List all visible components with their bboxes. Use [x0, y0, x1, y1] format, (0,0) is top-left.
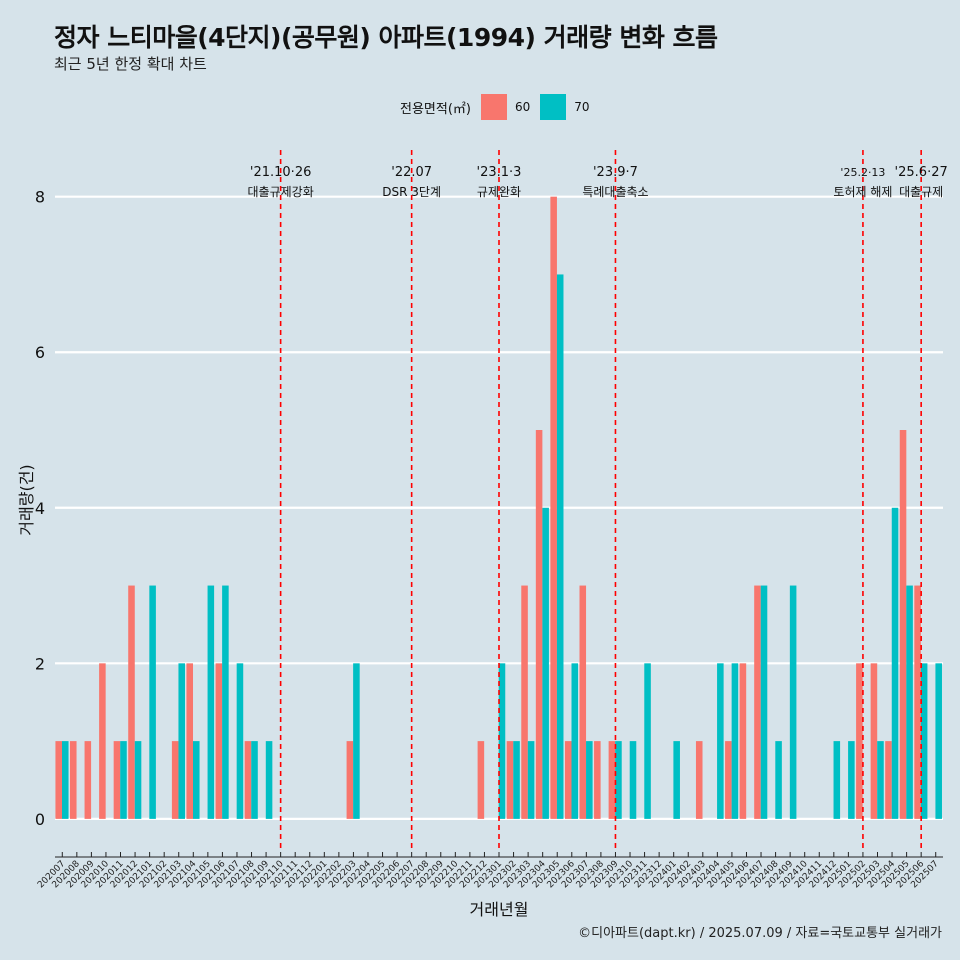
event-label-5: 대출규제 [899, 185, 943, 199]
bar-70-202310 [629, 741, 637, 819]
bar-60-202304 [535, 430, 543, 819]
event-label-1: DSR 3단계 [382, 185, 441, 199]
bar-70-202303 [527, 741, 535, 819]
bar-70-202405 [731, 663, 739, 819]
bar-60-202011 [113, 741, 121, 819]
bar-60-202303 [521, 585, 528, 819]
bar-70-202412 [833, 741, 841, 819]
event-label-3: 특례대출축소 [582, 185, 648, 199]
event-label-4: 토허제 해제 [833, 185, 892, 199]
bar-60-202008 [69, 741, 77, 819]
x-axis-title: 거래년월 [470, 900, 529, 919]
bar-70-202302 [513, 741, 520, 819]
bar-70-202109 [265, 741, 273, 819]
y-tick-label: 4 [35, 499, 45, 518]
event-date-3: '23.9·7 [593, 165, 638, 180]
bar-60-202309 [608, 741, 616, 819]
bar-60-202103 [171, 741, 179, 819]
bar-70-202505 [906, 585, 913, 819]
y-tick-label: 2 [35, 654, 45, 673]
legend-swatch-70 [540, 94, 567, 120]
chart-title: 정자 느티마을(4단지)(공무원) 아파트(1994) 거래량 변화 흐름 [54, 23, 718, 52]
bar-60-202305 [550, 196, 557, 819]
legend-label-60: 60 [514, 100, 531, 114]
event-label-0: 대출규제강화 [248, 185, 314, 199]
bar-60-202009 [84, 741, 92, 819]
bar-70-202409 [789, 585, 797, 819]
bar-70-202108 [251, 741, 258, 819]
legend: 전용면적(㎡) 60 70 [400, 93, 590, 121]
bar-60-202212 [477, 741, 485, 819]
bar-70-202104 [193, 741, 200, 819]
event-date-0: '21.10·26 [250, 165, 311, 180]
event-label-2: 규제완화 [477, 185, 521, 199]
bar-60-202106 [215, 663, 223, 819]
bar-70-202305 [556, 274, 564, 819]
bar-70-202407 [760, 585, 768, 819]
event-date-5: '25.6·27 [895, 165, 948, 180]
bar-60-202503 [870, 663, 878, 819]
legend-title: 전용면적(㎡) [400, 101, 471, 117]
bar-60-202502 [856, 663, 863, 819]
event-date-1: '22.07 [391, 165, 432, 180]
bar-70-202401 [673, 741, 680, 819]
bar-60-202007 [55, 741, 62, 819]
bar-70-202503 [877, 741, 884, 819]
bar-60-202308 [594, 741, 601, 819]
bar-70-202507 [935, 663, 942, 819]
caption: ©디아파트(dapt.kr) / 2025.07.09 / 자료=국토교통부 실… [578, 926, 942, 941]
bar-70-202203 [353, 663, 360, 819]
bar-70-202101 [149, 585, 156, 819]
bar-70-202306 [571, 663, 579, 819]
bar-60-202307 [579, 585, 587, 819]
bar-60-202306 [564, 741, 572, 819]
bar-60-202403 [695, 741, 703, 819]
bar-70-202011 [120, 741, 127, 819]
bar-60-202504 [885, 741, 892, 819]
bar-60-202010 [99, 663, 106, 819]
bar-60-202407 [754, 585, 761, 819]
bar-60-202108 [244, 741, 252, 819]
event-date-2: '23.1·3 [477, 165, 522, 180]
bar-60-202302 [506, 741, 514, 819]
bar-70-202307 [586, 741, 593, 819]
bar-70-202007 [61, 741, 69, 819]
bar-60-202405 [725, 741, 732, 819]
bar-60-202406 [739, 663, 747, 819]
y-tick-label: 6 [35, 343, 45, 362]
bar-70-202301 [498, 663, 506, 819]
legend-swatch-60 [480, 94, 507, 120]
bar-60-202505 [899, 430, 907, 819]
bar-60-202104 [186, 663, 194, 819]
y-tick-label: 0 [35, 810, 45, 829]
chart-subtitle: 최근 5년 한정 확대 차트 [54, 55, 207, 73]
bar-70-202504 [891, 507, 899, 819]
bar-70-202404 [717, 663, 724, 819]
y-axis-title: 거래량(건) [17, 464, 36, 535]
bar-70-202501 [848, 741, 855, 819]
bar-60-202012 [128, 585, 135, 819]
bar-70-202309 [615, 741, 622, 819]
bar-70-202012 [134, 741, 142, 819]
bar-70-202506 [920, 663, 928, 819]
bar-60-202203 [346, 741, 354, 819]
bar-60-202506 [914, 585, 921, 819]
legend-label-70: 70 [574, 100, 590, 114]
event-date-4: '25.2·13 [840, 166, 885, 179]
bar-70-202304 [542, 507, 549, 819]
bar-70-202107 [236, 663, 244, 819]
bar-70-202408 [775, 741, 782, 819]
bar-70-202106 [222, 585, 229, 819]
bar-70-202103 [178, 663, 185, 819]
bar-70-202311 [644, 663, 651, 819]
y-tick-label: 8 [35, 188, 45, 207]
bar-70-202105 [207, 585, 215, 819]
